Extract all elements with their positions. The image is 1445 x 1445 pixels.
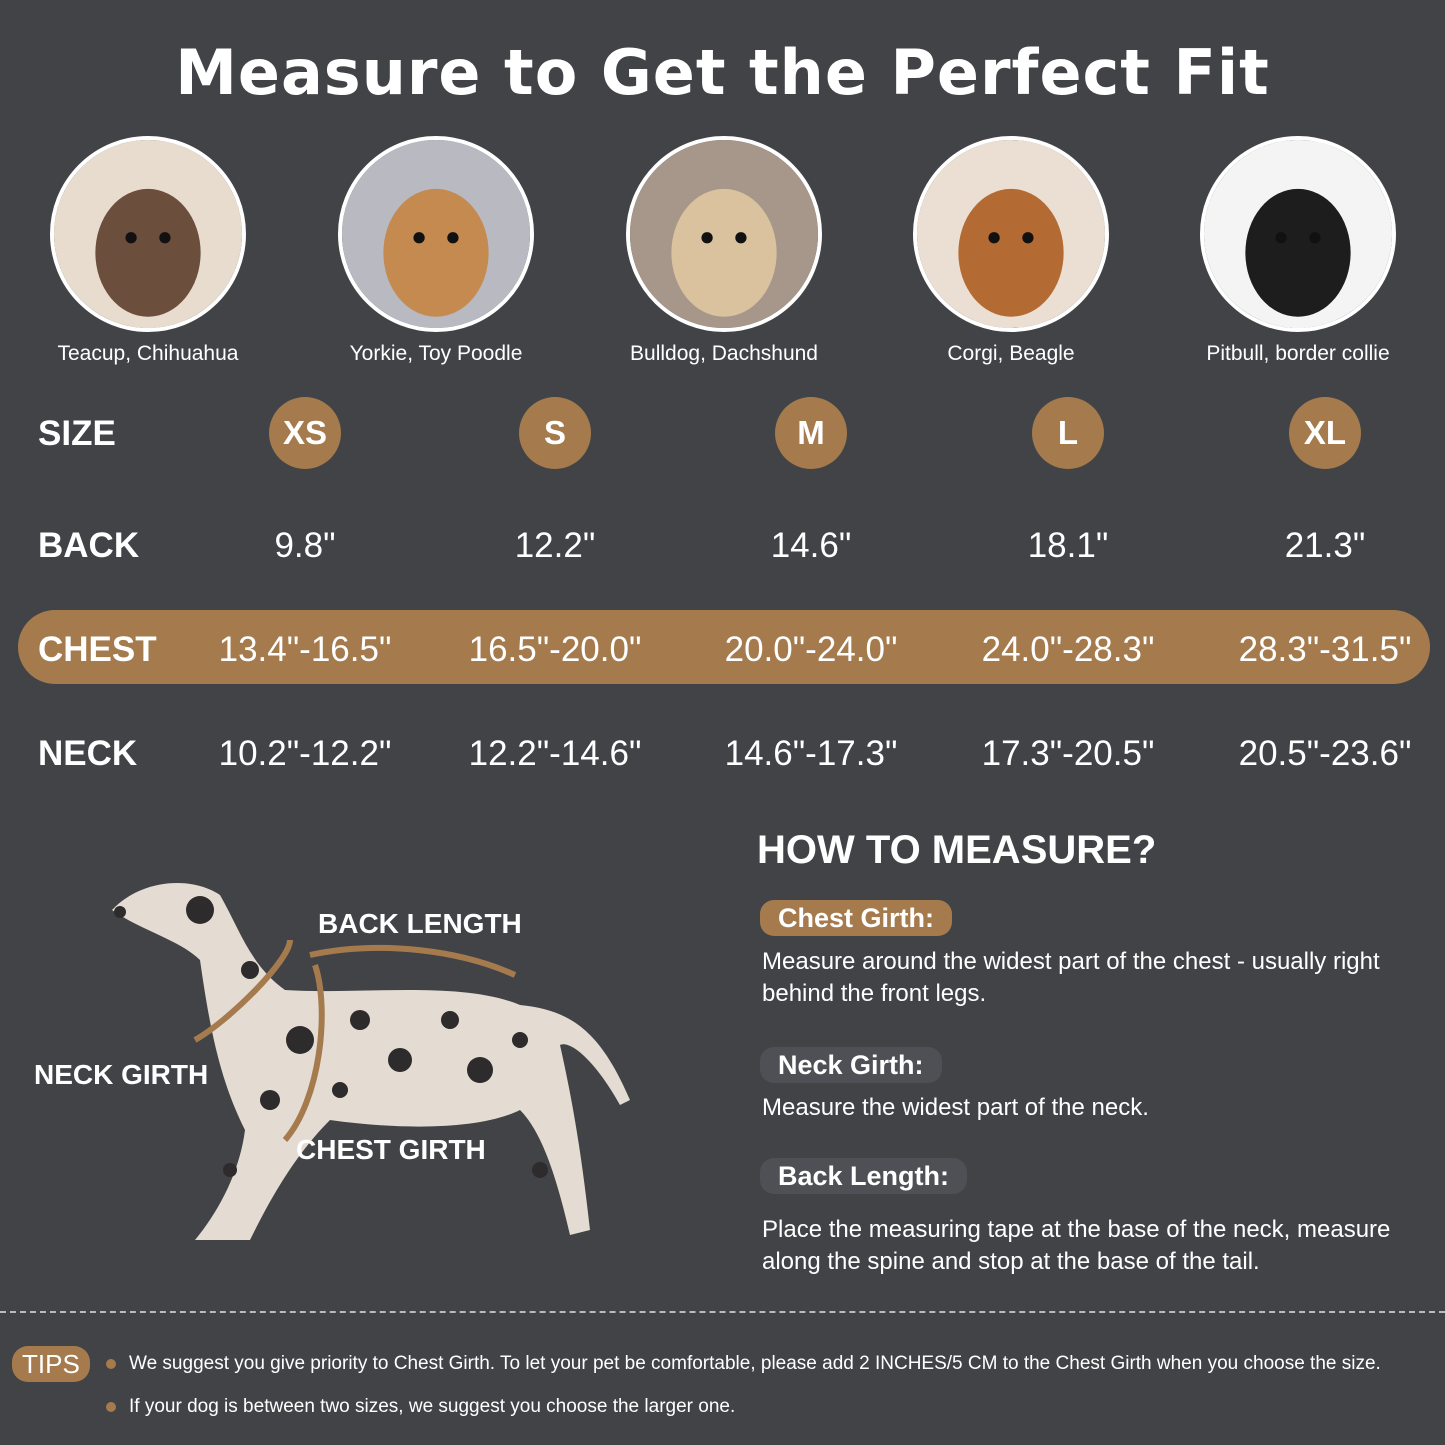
page-title: Measure to Get the Perfect Fit xyxy=(175,36,1270,109)
dog-photo xyxy=(338,136,534,332)
back-length-pill: Back Length: xyxy=(760,1158,968,1194)
tip-item: If your dog is between two sizes, we sug… xyxy=(106,1396,735,1418)
size-badge: XL xyxy=(1289,397,1361,469)
dog-photo xyxy=(1200,136,1396,332)
back-value: 21.3" xyxy=(1284,526,1366,565)
size-label: SIZE xyxy=(38,414,116,453)
size-badge: XS xyxy=(269,397,341,469)
neck-label: NECK xyxy=(38,734,138,773)
neck-girth-label: NECK GIRTH xyxy=(34,1059,209,1090)
tip-item: We suggest you give priority to Chest Gi… xyxy=(106,1353,1381,1375)
dog-photo xyxy=(50,136,246,332)
dog-photo xyxy=(913,136,1109,332)
chest-value: 24.0"-28.3" xyxy=(981,630,1155,669)
neck-value: 20.5"-23.6" xyxy=(1238,734,1412,773)
neck-value: 12.2"-14.6" xyxy=(468,734,642,773)
back-label: BACK xyxy=(38,526,140,565)
breed-label: Teacup, Chihuahua xyxy=(57,342,239,365)
bullet-icon xyxy=(106,1359,116,1369)
chest-highlight-bar xyxy=(18,610,1430,684)
chest-girth-text: Measure around the widest part of the ch… xyxy=(762,948,1380,1007)
breed-label: Bulldog, Dachshund xyxy=(630,342,818,365)
chest-label: CHEST xyxy=(38,630,157,669)
dalmatian-illustration xyxy=(112,883,630,1240)
breed-label: Pitbull, border collie xyxy=(1206,342,1390,365)
chest-value: 28.3"-31.5" xyxy=(1238,630,1412,669)
back-value: 14.6" xyxy=(770,526,852,565)
divider xyxy=(0,1311,1445,1313)
chest-value: 16.5"-20.0" xyxy=(468,630,642,669)
how-to-heading: HOW TO MEASURE? xyxy=(757,828,1157,872)
chest-value: 13.4"-16.5" xyxy=(218,630,392,669)
neck-value: 10.2"-12.2" xyxy=(218,734,392,773)
back-value: 18.1" xyxy=(1027,526,1109,565)
neck-value: 17.3"-20.5" xyxy=(981,734,1155,773)
size-badge: S xyxy=(519,397,591,469)
tips-badge: TIPS xyxy=(12,1346,90,1382)
neck-girth-pill: Neck Girth: xyxy=(760,1047,942,1083)
chest-girth-label: CHEST GIRTH xyxy=(296,1134,486,1165)
size-badge: L xyxy=(1032,397,1104,469)
chest-value: 20.0"-24.0" xyxy=(724,630,898,669)
bullet-icon xyxy=(106,1402,116,1412)
size-badge: M xyxy=(775,397,847,469)
back-length-label: BACK LENGTH xyxy=(318,908,522,939)
dog-photo xyxy=(626,136,822,332)
back-value: 12.2" xyxy=(514,526,596,565)
neck-value: 14.6"-17.3" xyxy=(724,734,898,773)
back-length-text: Place the measuring tape at the base of … xyxy=(762,1216,1391,1275)
chest-girth-pill: Chest Girth: xyxy=(760,900,953,936)
back-value: 9.8" xyxy=(274,526,336,565)
breed-label: Yorkie, Toy Poodle xyxy=(349,342,523,365)
neck-girth-text: Measure the widest part of the neck. xyxy=(762,1094,1149,1121)
breed-label: Corgi, Beagle xyxy=(947,342,1075,365)
